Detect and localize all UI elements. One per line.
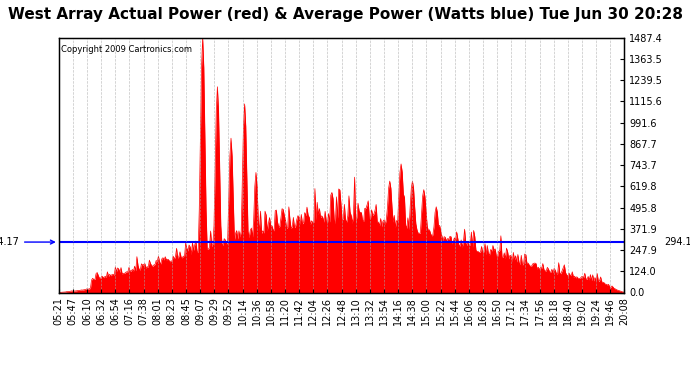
Text: 294.17: 294.17 bbox=[664, 237, 690, 247]
Text: 294.17: 294.17 bbox=[0, 237, 55, 247]
Text: West Array Actual Power (red) & Average Power (Watts blue) Tue Jun 30 20:28: West Array Actual Power (red) & Average … bbox=[8, 8, 682, 22]
Text: Copyright 2009 Cartronics.com: Copyright 2009 Cartronics.com bbox=[61, 45, 193, 54]
